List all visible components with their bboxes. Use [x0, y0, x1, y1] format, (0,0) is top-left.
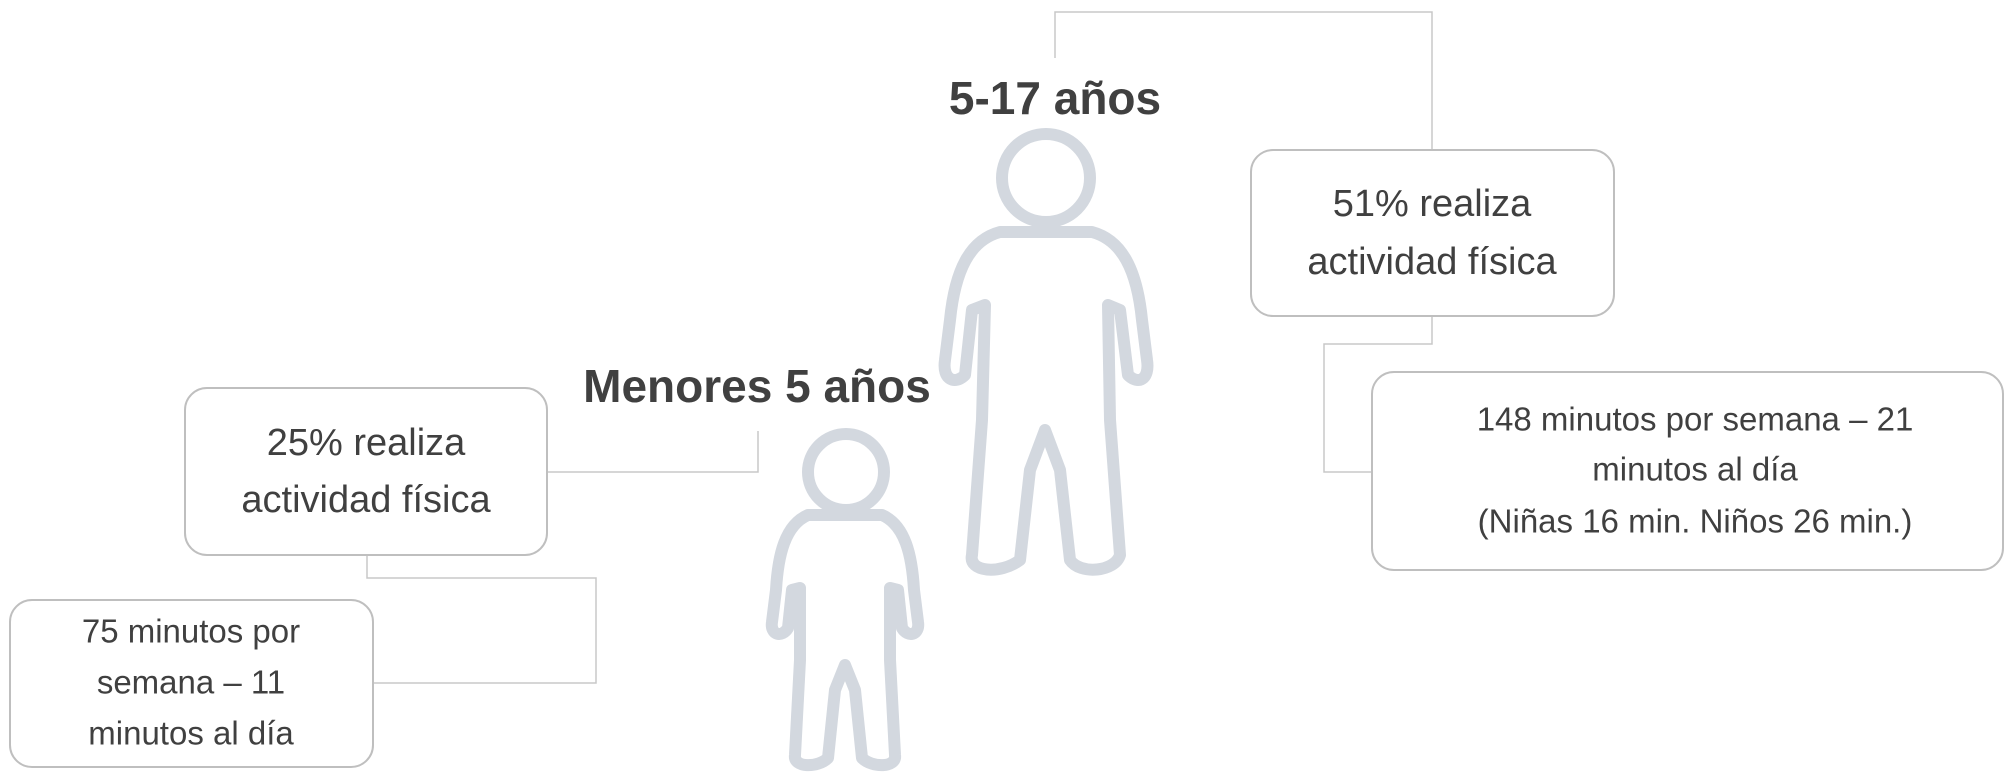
page: 5-17 años 51% realiza actividad física 1… [0, 0, 2005, 772]
stat-text: 51% realiza [1333, 183, 1532, 225]
detail-text: 75 minutos por [82, 613, 300, 650]
figure-body [772, 515, 918, 765]
detail-text: 148 minutos por semana – 21 [1477, 401, 1914, 438]
child-figure [772, 434, 918, 765]
adult-figure [945, 134, 1148, 570]
group-label: 5-17 años [949, 72, 1161, 124]
figure-head [1002, 134, 1090, 222]
diagram: 5-17 años 51% realiza actividad física 1… [0, 0, 2005, 772]
detail-text: semana – 11 [97, 664, 285, 701]
group-label: Menores 5 años [583, 360, 931, 412]
stat-text: 25% realiza [267, 422, 466, 464]
figure-body [945, 232, 1148, 570]
figure-head [808, 434, 884, 510]
stat-box [185, 388, 547, 555]
stat-text: actividad física [1307, 241, 1557, 283]
connector [367, 555, 596, 683]
detail-text: (Niñas 16 min. Niños 26 min.) [1478, 503, 1913, 540]
detail-text: minutos al día [88, 715, 294, 752]
stat-box [1251, 150, 1614, 316]
connector [547, 431, 758, 472]
detail-text: minutos al día [1592, 451, 1798, 488]
stat-text: actividad física [241, 479, 491, 521]
